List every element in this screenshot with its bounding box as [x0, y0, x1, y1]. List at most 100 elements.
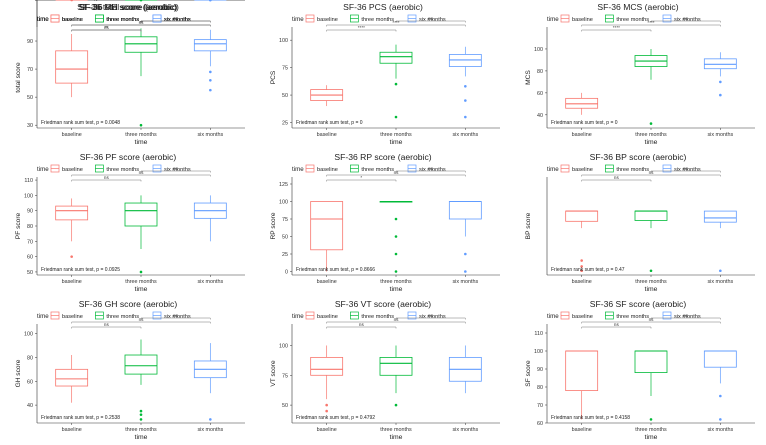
chart-title: SF-36 SF score (aerobic) — [590, 299, 687, 309]
x-tick-label: three months — [635, 427, 667, 433]
chart-title: SF-36 MCS (aerobic) — [597, 2, 678, 12]
significance-label: ns — [683, 313, 689, 318]
y-axis-label: PF score — [15, 212, 22, 239]
outlier-point — [394, 403, 398, 407]
legend-label: baseline — [62, 167, 83, 173]
y-tick-label: 25 — [282, 121, 288, 127]
chart-panel: SF-36 VT score (aerobic) time baseline thre… — [270, 299, 500, 441]
legend-title: time — [37, 313, 49, 320]
x-tick-label: six months — [452, 132, 478, 138]
chart-title: SF-36 BP score (aerobic) — [590, 152, 687, 162]
legend-label: six months — [164, 314, 191, 320]
y-axis-label: GH score — [15, 359, 22, 387]
outlier-point — [139, 123, 143, 127]
y-tick-label: 60 — [537, 91, 543, 97]
significance-label: ns — [614, 175, 620, 180]
legend-title: time — [37, 16, 49, 23]
box — [193, 39, 227, 52]
x-tick-label: six months — [707, 427, 733, 433]
y-tick-label: 75 — [27, 0, 33, 2]
legend-title: time — [547, 313, 559, 320]
x-tick-label: baseline — [572, 132, 592, 138]
y-tick-label: 120 — [24, 0, 33, 2]
box — [124, 354, 158, 375]
outlier-point — [394, 270, 398, 273]
legend-label: baseline — [317, 17, 338, 23]
significance-label: **** — [613, 25, 620, 30]
y-tick-label: 60 — [27, 255, 33, 261]
significance-label: ns — [173, 313, 179, 318]
x-tick-label: three months — [125, 279, 157, 285]
legend-label: six months — [674, 314, 701, 320]
y-axis-label: MCS — [525, 70, 532, 85]
significance-label: * — [105, 25, 107, 30]
significance-label: ns — [649, 317, 655, 322]
chart-panel: SF-36 GH score (aerobic) time baseline thre… — [15, 299, 245, 441]
friedman-test-text: Friedman rank sum test, p = 0.4158 — [551, 415, 630, 421]
x-axis-label: time — [390, 434, 403, 441]
chart-panel: SF-36 BP score (aerobic) time baseline thre… — [525, 152, 755, 293]
legend-label: three months — [361, 17, 394, 23]
x-axis-label: time — [135, 286, 148, 293]
y-tick-label: 80 — [27, 0, 33, 2]
outlier-point — [580, 269, 583, 273]
significance-label: ns — [428, 313, 434, 318]
y-tick-label: 80 — [27, 355, 33, 361]
outlier-point — [394, 115, 398, 119]
legend-label: three months — [106, 17, 139, 23]
outlier-point — [325, 409, 328, 413]
x-axis-label: time — [645, 286, 658, 293]
y-tick-label: 100 — [24, 332, 33, 338]
outlier-point — [394, 252, 398, 256]
outlier-point — [325, 403, 328, 407]
x-axis-label: time — [135, 0, 148, 2]
chart-title: SF-36 GH score (aerobic) — [79, 299, 178, 309]
y-axis-label: SF score — [525, 360, 532, 387]
legend-label: baseline — [572, 167, 593, 173]
y-tick-label: 90 — [537, 367, 543, 373]
x-tick-label: three months — [125, 0, 157, 2]
box — [124, 202, 158, 227]
x-tick-label: six months — [197, 132, 223, 138]
y-tick-label: 70 — [27, 67, 33, 73]
legend-label: six months — [164, 17, 191, 23]
x-tick-label: baseline — [62, 132, 82, 138]
y-tick-label: 100 — [24, 0, 33, 2]
outlier-point — [719, 93, 722, 97]
legend-label: baseline — [317, 314, 338, 320]
outlier-point — [139, 413, 143, 416]
outlier-point — [719, 269, 722, 273]
y-tick-label: 30 — [27, 123, 33, 129]
chart-panel: SF-36 total score (aerobic)time baseline t… — [15, 2, 245, 146]
significance-label: ns — [104, 322, 110, 327]
legend-label: six months — [164, 17, 191, 23]
significance-label: ns — [428, 16, 434, 21]
significance-label: ns — [394, 170, 400, 175]
outlier-point — [209, 88, 212, 92]
y-tick-label: 75 — [282, 66, 288, 72]
significance-label: * — [360, 175, 362, 180]
y-tick-label: 110 — [534, 331, 543, 337]
outlier-point — [139, 418, 143, 421]
significance-label: ns — [139, 20, 145, 25]
y-tick-label: 50 — [282, 93, 288, 99]
legend-label: three months — [616, 167, 649, 173]
y-tick-label: 100 — [279, 200, 288, 206]
y-tick-label: 75 — [282, 373, 288, 379]
x-axis-label: time — [390, 139, 403, 146]
friedman-test-text: Friedman rank sum test, p = 0.0925 — [41, 267, 120, 273]
outlier-point — [649, 418, 653, 421]
x-tick-label: baseline — [62, 427, 82, 433]
y-tick-label: 40 — [27, 0, 33, 2]
y-axis-label: VT score — [270, 360, 277, 387]
x-tick-label: three months — [125, 132, 157, 138]
chart-title: SF-36 PF score (aerobic) — [80, 152, 177, 162]
outlier-point — [580, 259, 583, 262]
friedman-test-text: Friedman rank sum test, p = 0.2538 — [41, 415, 120, 421]
box — [703, 350, 737, 368]
y-tick-label: 125 — [279, 182, 288, 188]
y-axis-label: RE score — [0, 0, 14, 2]
legend-label: six months — [164, 167, 191, 173]
box — [379, 51, 413, 64]
